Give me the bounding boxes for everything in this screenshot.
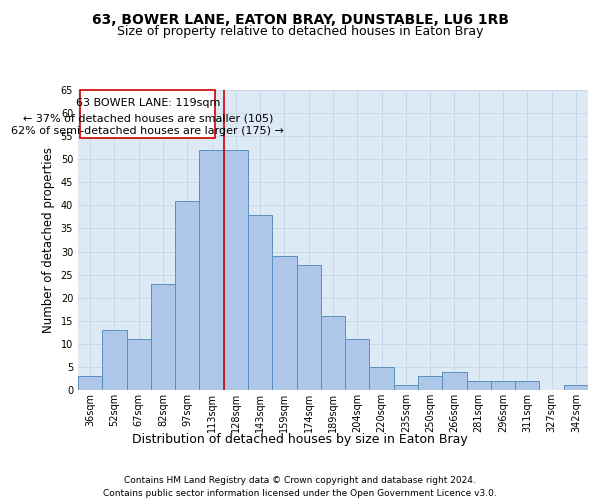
Bar xyxy=(248,214,272,390)
Bar xyxy=(127,339,151,390)
Bar xyxy=(321,316,345,390)
Bar xyxy=(175,201,199,390)
Bar xyxy=(102,330,127,390)
Bar xyxy=(345,339,370,390)
Bar xyxy=(78,376,102,390)
Text: Contains public sector information licensed under the Open Government Licence v3: Contains public sector information licen… xyxy=(103,489,497,498)
Bar xyxy=(224,150,248,390)
Bar xyxy=(442,372,467,390)
FancyBboxPatch shape xyxy=(80,90,215,138)
Text: 62% of semi-detached houses are larger (175) →: 62% of semi-detached houses are larger (… xyxy=(11,126,284,136)
Bar xyxy=(151,284,175,390)
Bar xyxy=(296,266,321,390)
Bar xyxy=(394,386,418,390)
Bar xyxy=(515,381,539,390)
Text: Distribution of detached houses by size in Eaton Bray: Distribution of detached houses by size … xyxy=(132,432,468,446)
Bar xyxy=(467,381,491,390)
Bar xyxy=(491,381,515,390)
Bar xyxy=(199,150,224,390)
Bar xyxy=(272,256,296,390)
Text: 63 BOWER LANE: 119sqm: 63 BOWER LANE: 119sqm xyxy=(76,98,220,108)
Text: Contains HM Land Registry data © Crown copyright and database right 2024.: Contains HM Land Registry data © Crown c… xyxy=(124,476,476,485)
Bar xyxy=(418,376,442,390)
Bar xyxy=(370,367,394,390)
Text: Size of property relative to detached houses in Eaton Bray: Size of property relative to detached ho… xyxy=(117,25,483,38)
Y-axis label: Number of detached properties: Number of detached properties xyxy=(42,147,55,333)
Text: 63, BOWER LANE, EATON BRAY, DUNSTABLE, LU6 1RB: 63, BOWER LANE, EATON BRAY, DUNSTABLE, L… xyxy=(91,12,509,26)
Text: ← 37% of detached houses are smaller (105): ← 37% of detached houses are smaller (10… xyxy=(23,113,273,123)
Bar xyxy=(564,386,588,390)
